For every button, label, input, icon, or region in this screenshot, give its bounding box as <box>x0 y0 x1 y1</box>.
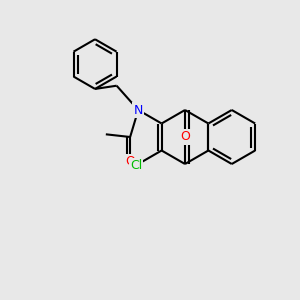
Text: Cl: Cl <box>130 159 142 172</box>
Text: O: O <box>180 130 190 143</box>
Text: N: N <box>134 103 143 116</box>
Text: O: O <box>180 130 190 143</box>
Text: O: O <box>125 155 135 168</box>
